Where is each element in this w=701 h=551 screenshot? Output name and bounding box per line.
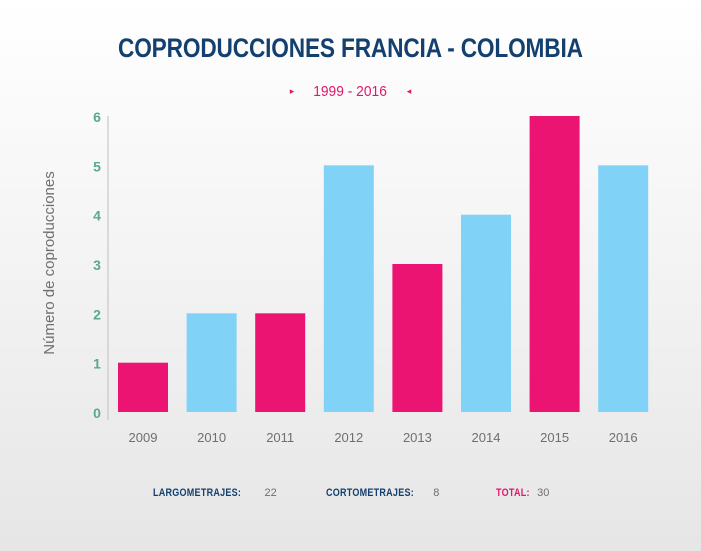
y-tick-label: 1	[93, 356, 101, 372]
y-tick-label: 3	[93, 257, 101, 273]
bar-2014	[461, 214, 511, 412]
x-axis: 2009 2010 2011 2012 2013 2014 2015 2016	[129, 430, 638, 445]
y-axis: 0 1 2 3 4 5 6	[93, 109, 101, 421]
y-tick-label: 0	[93, 405, 101, 421]
y-tick-label: 4	[93, 208, 101, 224]
bar-2016	[598, 165, 649, 412]
y-tick-label: 2	[93, 306, 101, 322]
x-tick-label: 2011	[266, 430, 294, 445]
bar-2012	[323, 165, 374, 412]
x-tick-label: 2013	[403, 430, 432, 445]
bar-2013	[392, 264, 443, 412]
y-tick-label: 5	[93, 158, 101, 174]
cortometrajes-value: 8	[433, 487, 440, 499]
y-tick-label: 6	[93, 109, 101, 125]
total-label: TOTAL:	[496, 487, 530, 499]
x-tick-label: 2016	[609, 430, 638, 445]
triangle-right-icon: ▸	[289, 86, 295, 96]
x-tick-label: 2015	[540, 430, 569, 445]
bar-2011	[255, 313, 306, 412]
total-value: 30	[537, 487, 550, 499]
x-tick-label: 2010	[197, 430, 226, 445]
cortometrajes-label: CORTOMETRAJES:	[326, 487, 414, 499]
total-stat: TOTAL: 30	[496, 485, 549, 501]
bar-2009	[118, 362, 168, 412]
cortometrajes-stat: CORTOMETRAJES: 8	[326, 485, 439, 501]
x-tick-label: 2012	[334, 430, 363, 445]
bar-chart: Número de coproducciones 0 1 2 3 4 5 6 2009 201…	[41, 109, 649, 445]
x-tick-label: 2009	[129, 430, 158, 445]
chart-subtitle: ▸ 1999 - 2016 ◂	[0, 83, 701, 100]
largometrajes-label: LARGOMETRAJES:	[153, 487, 242, 499]
largometrajes-stat: LARGOMETRAJES: 22	[153, 485, 277, 501]
date-range: 1999 - 2016	[313, 83, 388, 100]
chart-title: COPRODUCCIONES FRANCIA - COLOMBIA	[117, 33, 583, 63]
bars	[118, 116, 649, 412]
bar-2015	[529, 116, 580, 412]
largometrajes-value: 22	[264, 487, 277, 499]
x-tick-label: 2014	[472, 430, 501, 445]
triangle-left-icon: ◂	[406, 86, 412, 96]
y-axis-title: Número de coproducciones	[41, 171, 58, 354]
bar-2010	[186, 313, 237, 412]
